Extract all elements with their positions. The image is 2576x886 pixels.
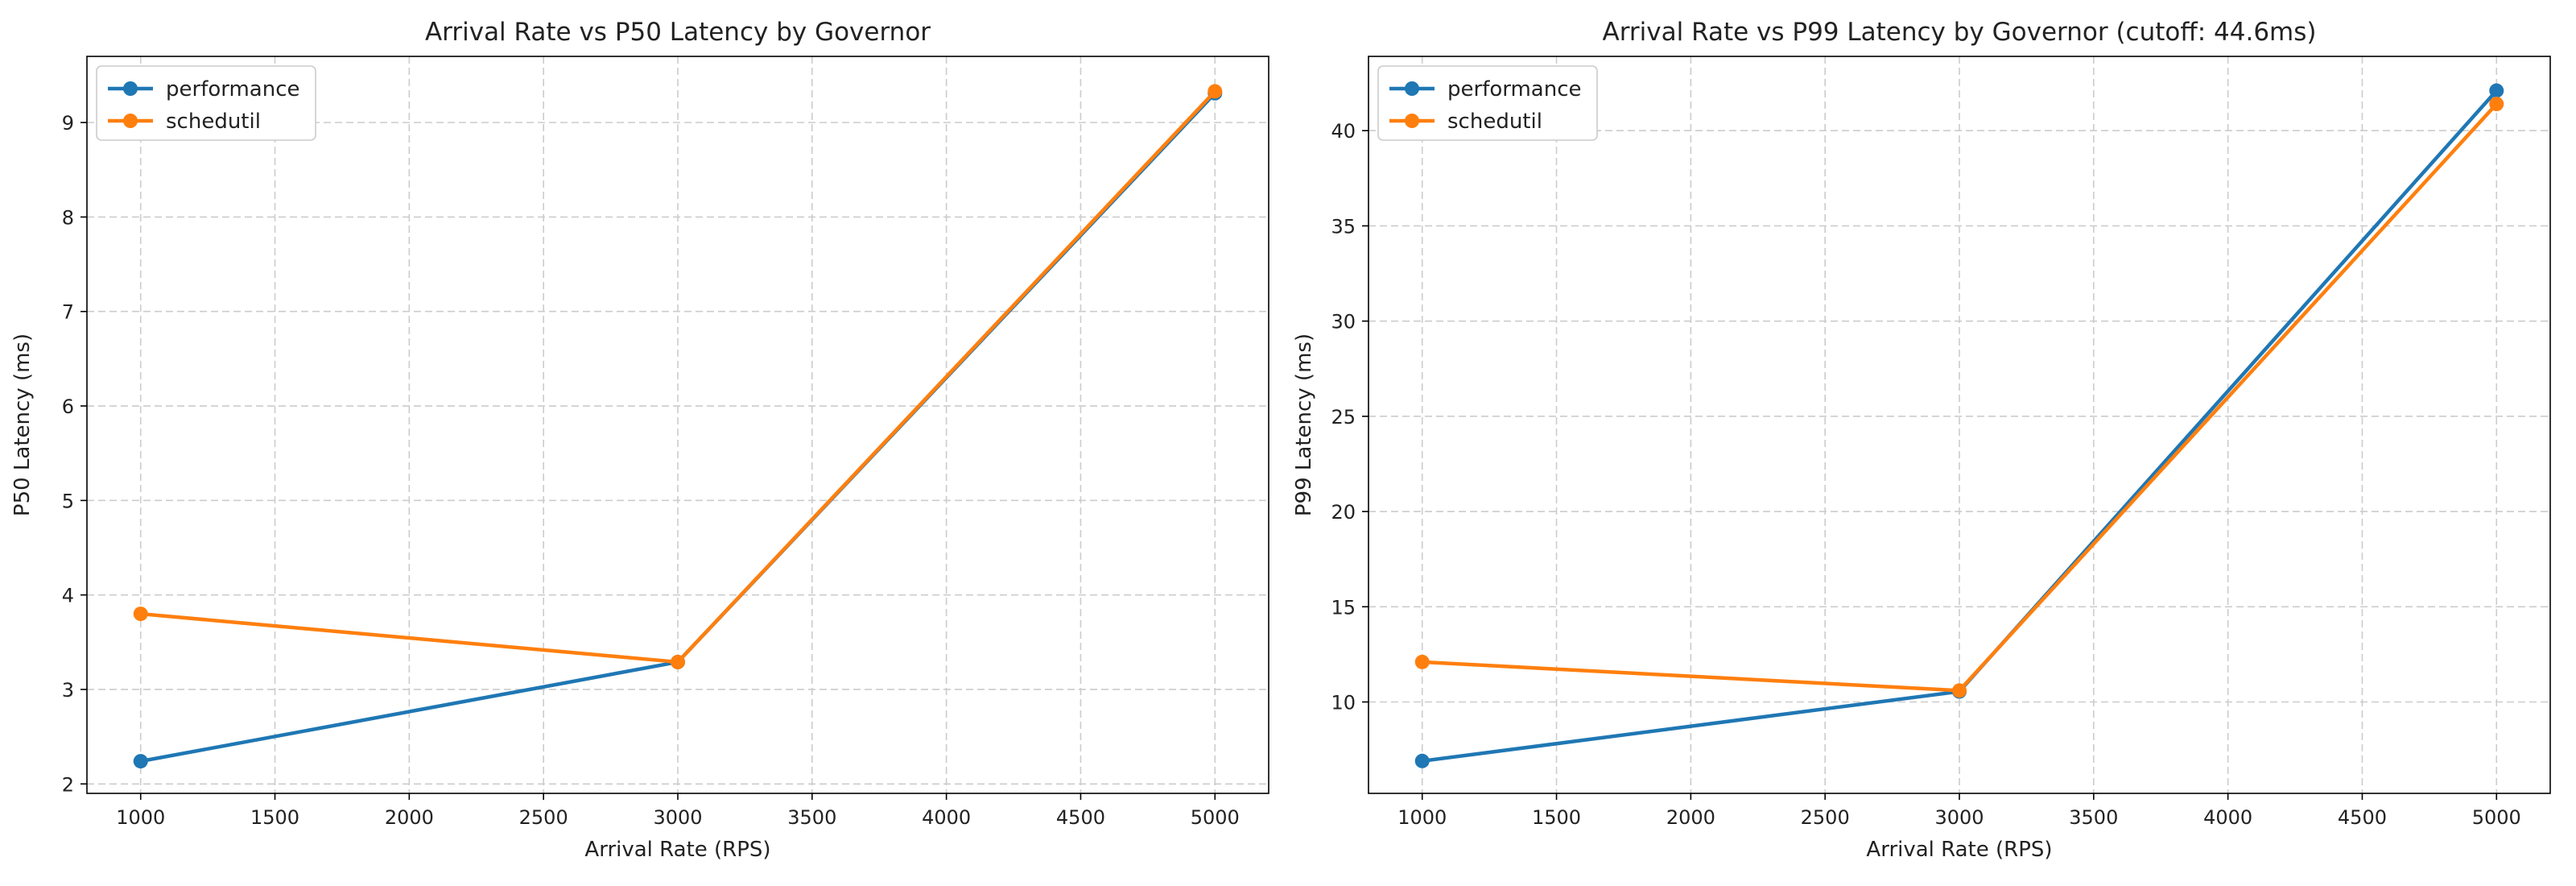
chart-title: Arrival Rate vs P50 Latency by Governor — [425, 18, 931, 47]
x-tick-label: 5000 — [2472, 806, 2521, 829]
data-point-schedutil — [2489, 97, 2504, 112]
y-tick-label: 6 — [62, 395, 74, 418]
y-tick-label: 2 — [62, 773, 74, 796]
x-tick-label: 4500 — [1056, 806, 1105, 829]
data-point-schedutil — [1414, 654, 1430, 669]
x-axis-label: Arrival Rate (RPS) — [1866, 838, 2052, 862]
x-tick-label: 2000 — [1666, 806, 1715, 829]
y-tick-label: 20 — [1331, 501, 1356, 524]
p99-latency-chart: 1000 1500 2000 2500 3000 3500 4000 4500 5000 10 15… — [1292, 18, 2551, 862]
legend: performance schedutil — [96, 65, 316, 141]
y-tick-label: 4 — [62, 585, 74, 607]
y-axis-label: P99 Latency (ms) — [1292, 333, 1316, 516]
data-point-performance — [133, 754, 148, 769]
legend-label-performance: performance — [1447, 77, 1582, 101]
y-axis-label: P50 Latency (ms) — [10, 333, 35, 516]
y-tick-label: 8 — [62, 206, 74, 229]
y-tick-label: 7 — [62, 301, 74, 324]
legend-marker-performance — [1405, 81, 1419, 96]
x-tick-label: 3000 — [1934, 806, 1984, 829]
legend-marker-schedutil — [123, 114, 138, 128]
x-tick-label: 4500 — [2338, 806, 2387, 829]
x-tick-label: 1500 — [250, 806, 299, 829]
x-tick-label: 2500 — [519, 806, 568, 829]
data-point-performance — [1414, 753, 1430, 768]
y-tick-label: 5 — [62, 490, 74, 512]
x-tick-label: 3500 — [2069, 806, 2118, 829]
data-point-schedutil — [133, 607, 148, 622]
x-tick-label: 4000 — [922, 806, 971, 829]
data-point-performance — [2489, 83, 2504, 98]
x-axis-label: Arrival Rate (RPS) — [584, 838, 770, 862]
x-tick-label: 3500 — [787, 806, 836, 829]
legend-marker-schedutil — [1405, 114, 1419, 128]
y-tick-label: 25 — [1331, 406, 1356, 429]
legend-label-schedutil: schedutil — [166, 110, 261, 134]
p50-latency-chart: 1000 1500 2000 2500 3000 3500 4000 4500 5000 2 3 4 5… — [10, 18, 1269, 862]
legend-marker-performance — [123, 81, 138, 96]
legend-label-schedutil: schedutil — [1447, 110, 1542, 134]
y-tick-label: 30 — [1331, 311, 1356, 333]
data-point-schedutil — [1208, 84, 1223, 99]
x-tick-label: 1000 — [116, 806, 165, 829]
data-point-schedutil — [1952, 683, 1967, 698]
y-tick-label: 9 — [62, 112, 74, 135]
plot-frame — [86, 56, 1269, 794]
legend: performance schedutil — [1377, 65, 1598, 141]
y-tick-label: 15 — [1331, 596, 1356, 619]
x-tick-label: 4000 — [2203, 806, 2252, 829]
x-tick-label: 5000 — [1191, 806, 1240, 829]
legend-label-performance: performance — [166, 77, 300, 101]
y-tick-label: 35 — [1331, 215, 1356, 238]
y-tick-label: 10 — [1331, 692, 1356, 714]
chart-title: Arrival Rate vs P99 Latency by Governor … — [1603, 18, 2317, 47]
y-tick-label: 40 — [1331, 120, 1356, 143]
plot-frame — [1368, 56, 2551, 794]
x-tick-label: 1500 — [1532, 806, 1581, 829]
data-point-schedutil — [671, 654, 685, 669]
x-tick-label: 1000 — [1397, 806, 1447, 829]
y-tick-label: 3 — [62, 679, 74, 702]
x-tick-label: 2500 — [1801, 806, 1850, 829]
x-tick-label: 2000 — [385, 806, 434, 829]
x-tick-label: 3000 — [653, 806, 702, 829]
